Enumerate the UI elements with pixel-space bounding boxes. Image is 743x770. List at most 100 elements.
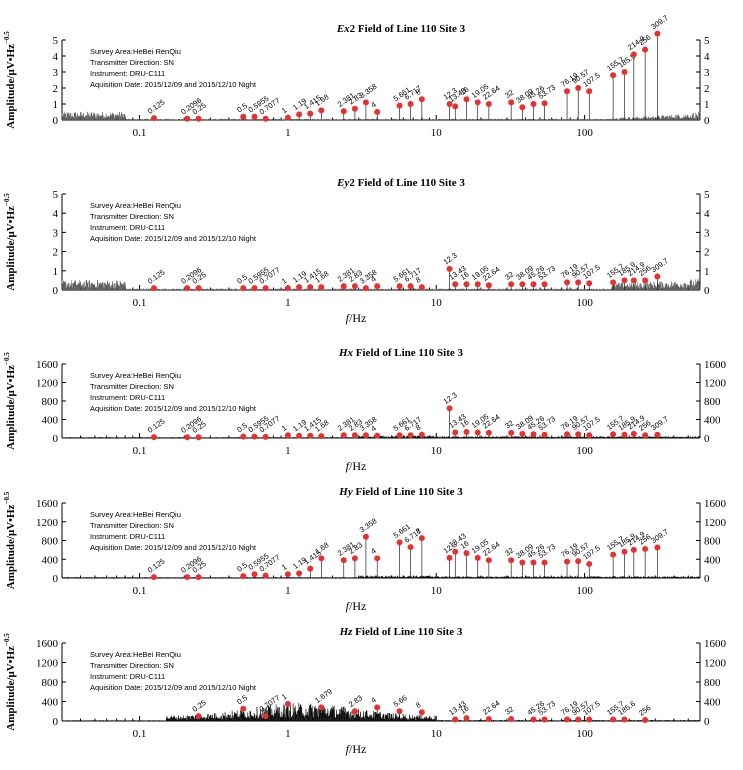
panel-4-marker (654, 544, 661, 551)
panel-4-marker (642, 545, 649, 552)
panel-3-marker-label: 16 (458, 417, 470, 429)
panel-4-marker (463, 550, 470, 557)
panel-1-marker (407, 101, 414, 107)
panel-4-info-line: Instrument: DRU-C111 (90, 532, 165, 541)
panel-3-marker (195, 434, 202, 441)
panel-4-xtick-label: 0.1 (133, 585, 147, 597)
panel-4-marker (610, 551, 617, 558)
panel-3-marker (240, 433, 247, 440)
panel-3-xtick-label: 10 (431, 445, 443, 457)
panel-3-title: Hx Field of Line 110 Site 3 (338, 347, 464, 359)
panel-3-ytick-label-left: 1600 (36, 359, 59, 371)
panel-3-ytick-label-right: 800 (704, 396, 721, 408)
panel-2-info-line: Survey Area:HeBei RenQiu (90, 201, 181, 210)
panel-4-marker-label: 4 (369, 546, 378, 556)
panel-5-marker (575, 716, 582, 723)
panel-4-marker (508, 557, 515, 564)
panel-5-xtick-label: 1 (285, 728, 291, 740)
panel-4-marker-label: 16 (458, 539, 470, 551)
panel-5-marker (610, 716, 617, 723)
panel-1-ylabel: Amplitude/μV•Hz−0.5 (3, 31, 17, 129)
panel-2-marker (418, 284, 425, 291)
panel-3-marker (340, 432, 347, 439)
panel-3-ytick-label-right: 1600 (704, 359, 727, 371)
panel-3-info-line: Aquisition Date: 2015/12/09 and 2015/12/… (90, 404, 257, 413)
panel-1-spectrum (61, 111, 701, 121)
panel-1-ytick-label-left: 5 (53, 35, 59, 47)
panel-3-marker (485, 429, 492, 436)
panel-1-info-line: Instrument: DRU-C111 (90, 69, 165, 78)
panel-2-ytick-label-left: 2 (53, 247, 59, 259)
panel-2-marker (296, 284, 303, 291)
panel-1-marker (374, 109, 381, 115)
panel-1-marker (340, 108, 347, 115)
panel-5-marker-label: 22.64 (481, 698, 502, 716)
panel-1-marker (508, 99, 515, 106)
panel-5-info-line: Instrument: DRU-C111 (90, 672, 165, 681)
panel-1-marker (184, 115, 191, 122)
panel-5-marker-label: 2.83 (347, 693, 364, 709)
panel-4-ytick-label-left: 800 (42, 536, 59, 548)
panel-3-marker (463, 428, 470, 435)
panel-4-marker (396, 539, 403, 546)
panel-1-info-line: Transmitter Direction: SN (90, 58, 174, 67)
panel-2-marker-label: 32 (503, 270, 515, 282)
panel-3-info-line: Transmitter Direction: SN (90, 382, 174, 391)
panel-3-marker (654, 431, 661, 438)
panel-1-marker (519, 104, 526, 111)
panel-5-marker (351, 708, 358, 715)
panel-1-marker (485, 101, 492, 107)
panel-1-marker (362, 99, 369, 106)
panel-5-marker (318, 704, 325, 711)
panel-1-marker (586, 88, 593, 95)
panel-1-marker (251, 113, 258, 120)
panel-4-marker (485, 557, 492, 564)
panel-1-xtick-label: 1 (285, 127, 291, 139)
panel-4-ytick-label-left: 0 (53, 573, 59, 585)
panel-4-marker (251, 571, 258, 578)
panel-4-ytick-label-left: 1600 (36, 498, 59, 510)
panel-5-ytick-label-left: 0 (53, 716, 59, 728)
panel-2-marker-label: 309.7 (649, 256, 670, 274)
panel-2-marker (654, 273, 661, 280)
panel-5-marker (541, 716, 548, 723)
panel-5-marker-label: 1.679 (313, 687, 334, 705)
panel-5-marker-label: 4 (369, 695, 378, 705)
panel-2-marker (621, 277, 628, 284)
panel-3-info-line: Instrument: DRU-C111 (90, 393, 165, 402)
panel-3-marker-label: 32 (503, 418, 515, 430)
panel-4-ytick-label-right: 800 (704, 536, 721, 548)
panel-4-marker (541, 559, 548, 566)
panel-1-marker (396, 102, 403, 109)
panel-2-marker (530, 281, 537, 288)
panel-5-title: Hz Field of Line 110 Site 3 (339, 626, 463, 638)
panel-3-marker (621, 431, 628, 438)
panel-4-ytick-label-right: 400 (704, 554, 721, 566)
panel-4-ytick-label-left: 1200 (36, 517, 59, 529)
panel-1-marker (195, 115, 202, 122)
panel-1-ytick-label-left: 4 (53, 51, 59, 63)
panel-1-marker (296, 111, 303, 118)
panel-3-marker (508, 429, 515, 436)
panel-3-marker (296, 432, 303, 439)
panel-1-ytick-label-right: 2 (704, 83, 710, 95)
panel-1-ytick-label-right: 3 (704, 67, 710, 79)
panel-4-marker (446, 554, 453, 561)
panel-5-ylabel: Amplitude/μV•Hz−0.5 (3, 633, 17, 731)
panel-1-marker (318, 107, 325, 114)
panel-4-marker (284, 571, 291, 578)
panel-3-marker (610, 431, 617, 438)
panel-2-marker (262, 285, 269, 292)
panel-1-title: Ex2 Field of Line 110 Site 3 (336, 23, 466, 35)
panel-2-marker (452, 281, 459, 288)
panel-1-info-line: Aquisition Date: 2015/12/09 and 2015/12/… (90, 80, 257, 89)
panel-4-marker (575, 558, 582, 565)
panel-5-marker-label: 16 (458, 704, 470, 716)
panel-3-marker (284, 432, 291, 439)
panel-4-ytick-label-left: 400 (42, 554, 59, 566)
panel-4-marker (351, 555, 358, 562)
panel-5-info-line: Survey Area:HeBei RenQiu (90, 650, 181, 659)
panel-4-spectrum (61, 575, 701, 579)
panel-3-marker (446, 405, 453, 412)
